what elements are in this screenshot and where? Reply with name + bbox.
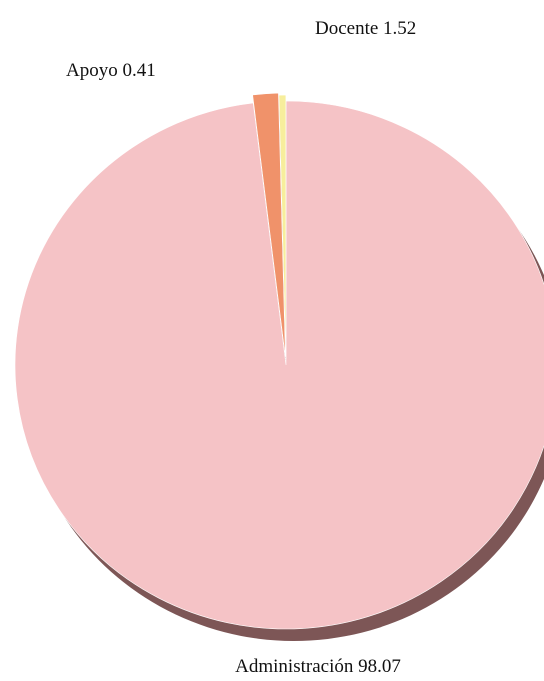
slice-label-administracion: Administración 98.07 [235, 656, 401, 677]
slice-docente [252, 92, 286, 358]
slice-label-docente: Docente 1.52 [315, 18, 416, 39]
pie-slices [14, 92, 544, 630]
slice-label-apoyo: Apoyo 0.41 [66, 60, 156, 81]
slice-administracion [14, 100, 544, 630]
slice-apoyo [278, 94, 287, 360]
